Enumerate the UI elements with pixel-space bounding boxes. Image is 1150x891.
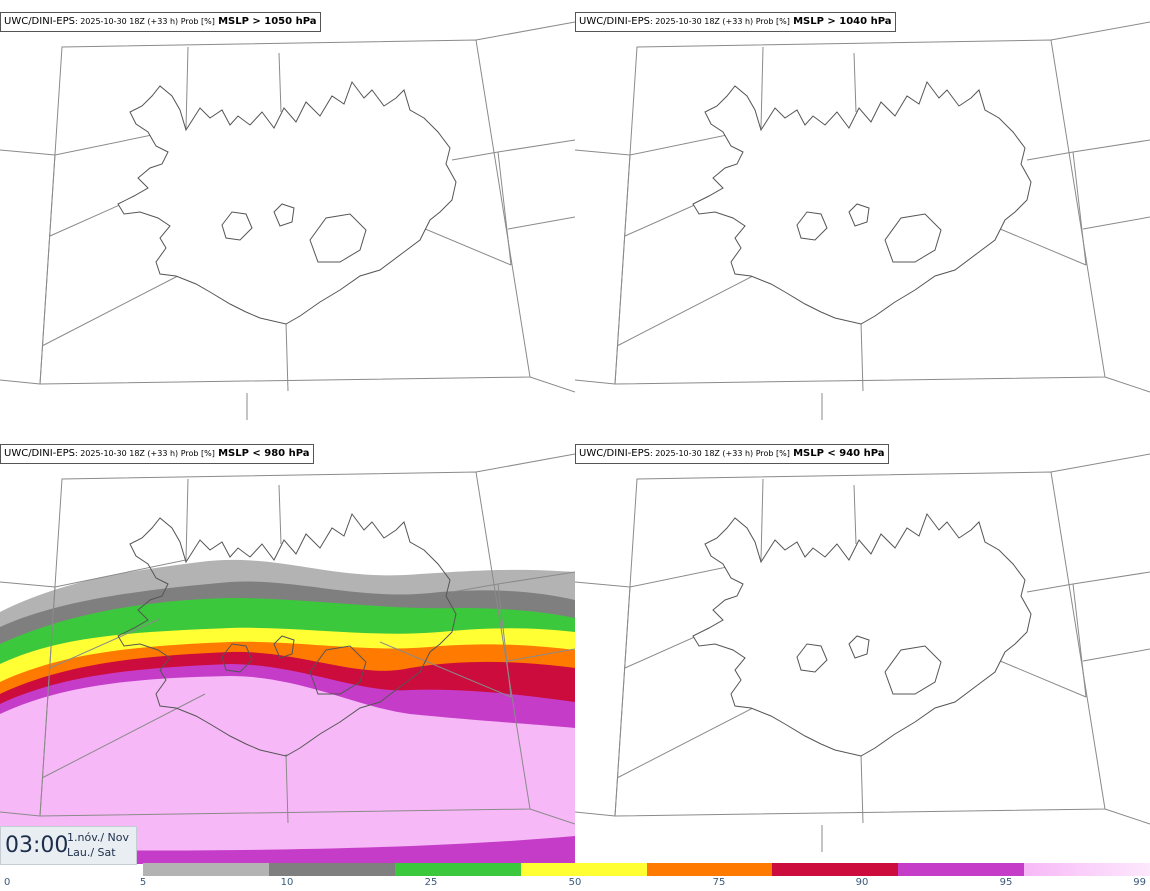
iceland-coastline	[117, 512, 457, 757]
map-1	[0, 21, 575, 420]
color-bar-segment	[520, 863, 647, 876]
iceland-coastline	[692, 512, 1032, 757]
iceland-coastline	[692, 80, 1032, 325]
color-bar-segment	[394, 863, 521, 876]
map-3	[0, 453, 575, 864]
color-bar-segment	[1024, 863, 1150, 876]
color-bar-tick-label: 0	[4, 877, 11, 888]
map-4	[575, 453, 1150, 852]
map-panel-1: UWC/DINI-EPS: 2025-10-30 18Z (+33 h) Pro…	[0, 0, 575, 432]
color-bar-tick-label: 5	[139, 877, 147, 888]
color-bar-segment	[898, 863, 1025, 876]
color-bar-tick-label: 95	[999, 877, 1013, 888]
color-bar-tick-label: 90	[855, 877, 869, 888]
map-panel-3: UWC/DINI-EPS: 2025-10-30 18Z (+33 h) Pro…	[0, 432, 575, 864]
color-bar-tick-label: 10	[280, 877, 294, 888]
color-bar-tick-label: 50	[568, 877, 582, 888]
valid-time-box: 03:00 1.nóv./ Nov Lau./ Sat	[0, 826, 137, 865]
panel-title-4: UWC/DINI-EPS: 2025-10-30 18Z (+33 h) Pro…	[575, 444, 889, 464]
map-panel-2: UWC/DINI-EPS: 2025-10-30 18Z (+33 h) Pro…	[575, 0, 1150, 432]
panel-title-3: UWC/DINI-EPS: 2025-10-30 18Z (+33 h) Pro…	[0, 444, 314, 464]
color-bar-tick-label: 75	[712, 877, 726, 888]
color-bar-segment	[268, 863, 395, 876]
prob-band-99	[0, 676, 575, 851]
color-bar-segment	[646, 863, 773, 876]
color-bar-segment	[143, 863, 269, 876]
iceland-coastline	[117, 80, 457, 325]
panel-title-2: UWC/DINI-EPS: 2025-10-30 18Z (+33 h) Pro…	[575, 12, 896, 32]
color-bar-ticks: 0 5 10 25 50 75 90 95 99	[0, 877, 1150, 891]
color-bar-segment	[772, 863, 899, 876]
color-bar	[143, 863, 1150, 876]
map-2	[575, 21, 1150, 420]
map-panel-4: UWC/DINI-EPS: 2025-10-30 18Z (+33 h) Pro…	[575, 432, 1150, 864]
panel-title-1: UWC/DINI-EPS: 2025-10-30 18Z (+33 h) Pro…	[0, 12, 321, 32]
color-bar-tick-label: 99	[1133, 877, 1146, 888]
probability-field	[0, 559, 575, 864]
valid-date-line: 1.nóv./ Nov	[67, 831, 130, 844]
valid-time-clock: 03:00	[5, 833, 69, 858]
color-bar-tick-label: 25	[424, 877, 438, 888]
valid-day-line: Lau./ Sat	[67, 846, 116, 859]
